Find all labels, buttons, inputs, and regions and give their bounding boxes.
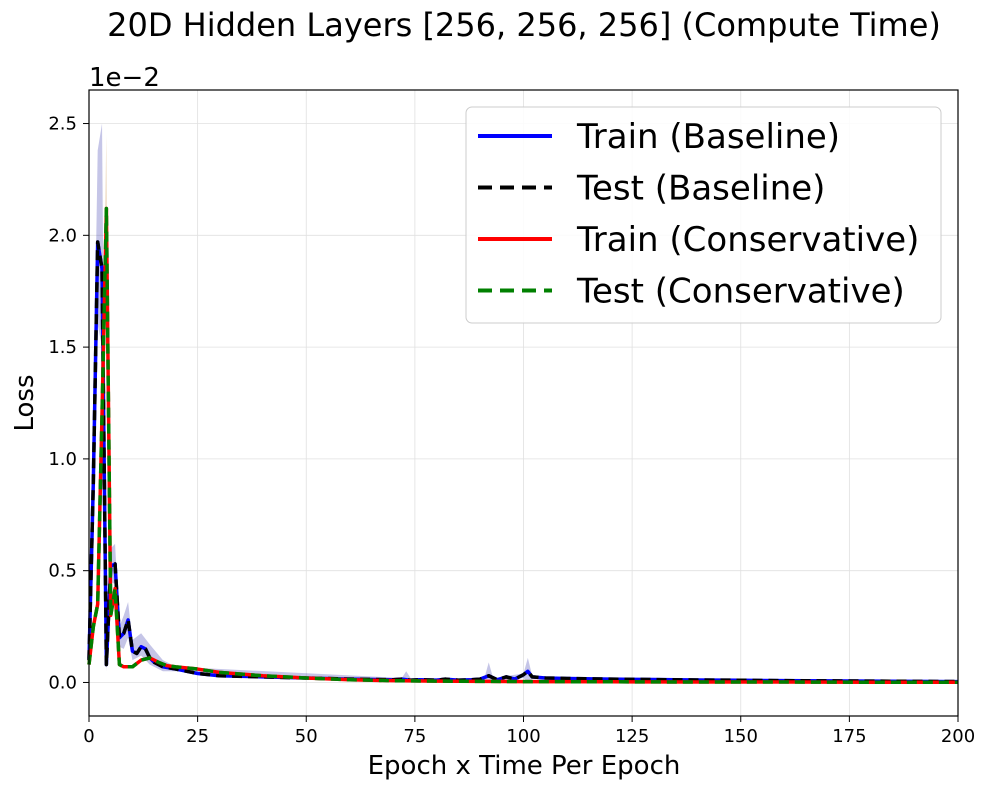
x-tick-label: 200 xyxy=(941,726,975,747)
x-tick-label: 25 xyxy=(186,726,209,747)
x-tick-label: 125 xyxy=(615,726,649,747)
x-tick-label: 75 xyxy=(403,726,426,747)
x-tick-label: 50 xyxy=(295,726,318,747)
x-tick-label: 100 xyxy=(506,726,540,747)
chart-title: 20D Hidden Layers [256, 256, 256] (Compu… xyxy=(107,6,941,44)
legend-label: Train (Baseline) xyxy=(576,117,840,157)
y-tick-label: 0.5 xyxy=(48,561,77,582)
y-tick-label: 2.0 xyxy=(48,225,77,246)
x-axis-label: Epoch x Time Per Epoch xyxy=(368,751,681,781)
y-axis-ticks: 0.0 0.5 1.0 1.5 2.0 2.5 xyxy=(48,114,89,693)
legend-label: Test (Conservative) xyxy=(576,272,905,312)
legend-label: Train (Conservative) xyxy=(576,220,919,260)
legend-box xyxy=(465,106,942,324)
x-tick-label: 175 xyxy=(832,726,866,747)
x-axis-ticks: 0 25 50 75 100 125 150 175 200 xyxy=(83,716,975,747)
y-tick-label: 1.0 xyxy=(48,449,77,470)
y-tick-label: 2.5 xyxy=(48,114,77,135)
series-lines xyxy=(87,206,959,684)
series-line xyxy=(87,206,958,684)
series-line xyxy=(87,240,959,684)
x-tick-label: 150 xyxy=(724,726,758,747)
y-axis-label: Loss xyxy=(10,374,40,431)
x-tick-label: 0 xyxy=(83,726,94,747)
legend-label: Test (Baseline) xyxy=(576,169,825,209)
y-tick-label: 1.5 xyxy=(48,337,77,358)
legend: Train (Baseline) Test (Baseline) Train (Co… xyxy=(465,106,942,324)
y-tick-label: 0.0 xyxy=(48,672,77,693)
y-axis-offset-text: 1e−2 xyxy=(89,63,160,93)
